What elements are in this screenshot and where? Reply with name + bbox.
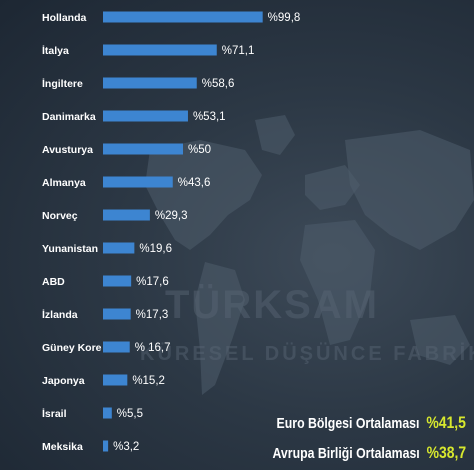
value-label: %19,6 (139, 243, 172, 255)
category-label: İsrail (42, 407, 67, 420)
bar (103, 110, 188, 122)
eu-average: Avrupa Birliği Ortalaması %38,7 (272, 443, 466, 463)
value-label: % 16,7 (135, 342, 171, 354)
euro-area-average-value: %41,5 (426, 413, 466, 432)
value-label: %5,5 (117, 408, 143, 420)
watermark-subtitle-text: KÜRESEL DÜŞÜNCE FABRİKASI (140, 343, 474, 365)
eu-average-value: %38,7 (426, 443, 466, 462)
value-label: %17,3 (136, 309, 169, 321)
bar (103, 407, 112, 419)
value-label: %3,2 (113, 441, 139, 453)
value-label: %29,3 (155, 210, 188, 222)
bar (103, 275, 132, 287)
category-label: Avusturya (42, 144, 93, 156)
value-label: %43,6 (178, 177, 211, 189)
euro-area-average-label: Euro Bölgesi Ortalaması (276, 415, 420, 432)
category-label: İtalya (42, 44, 69, 57)
bar (103, 11, 263, 23)
bar (103, 143, 183, 155)
bar (103, 242, 135, 254)
value-label: %17,6 (136, 276, 169, 288)
value-label: %99,8 (268, 12, 301, 24)
bar (103, 308, 131, 320)
category-label: İngiltere (42, 77, 83, 90)
category-label: Hollanda (42, 12, 86, 24)
value-label: %53,1 (193, 111, 226, 123)
euro-area-average: Euro Bölgesi Ortalaması %41,5 (277, 413, 466, 433)
watermark-logo-text: TÜRKSAM (165, 283, 379, 327)
category-label: Meksika (42, 441, 83, 453)
bar (103, 77, 197, 89)
bar (103, 341, 130, 353)
category-label: Güney Kore (42, 342, 102, 354)
category-label: Danimarka (42, 111, 96, 123)
value-label: %71,1 (222, 45, 255, 57)
category-label: ABD (42, 276, 65, 288)
bar (103, 44, 217, 56)
bar (103, 176, 173, 188)
category-label: İzlanda (42, 308, 78, 321)
eu-average-label: Avrupa Birliği Ortalaması (272, 445, 420, 462)
value-label: %50 (188, 144, 211, 156)
category-label: Yunanistan (42, 243, 98, 255)
category-label: Almanya (42, 177, 86, 189)
value-label: %15,2 (132, 375, 165, 387)
bar (103, 209, 150, 221)
bar (103, 440, 109, 452)
category-label: Japonya (42, 375, 85, 387)
category-label: Norveç (42, 210, 78, 222)
value-label: %58,6 (202, 78, 235, 90)
bar (103, 374, 128, 386)
